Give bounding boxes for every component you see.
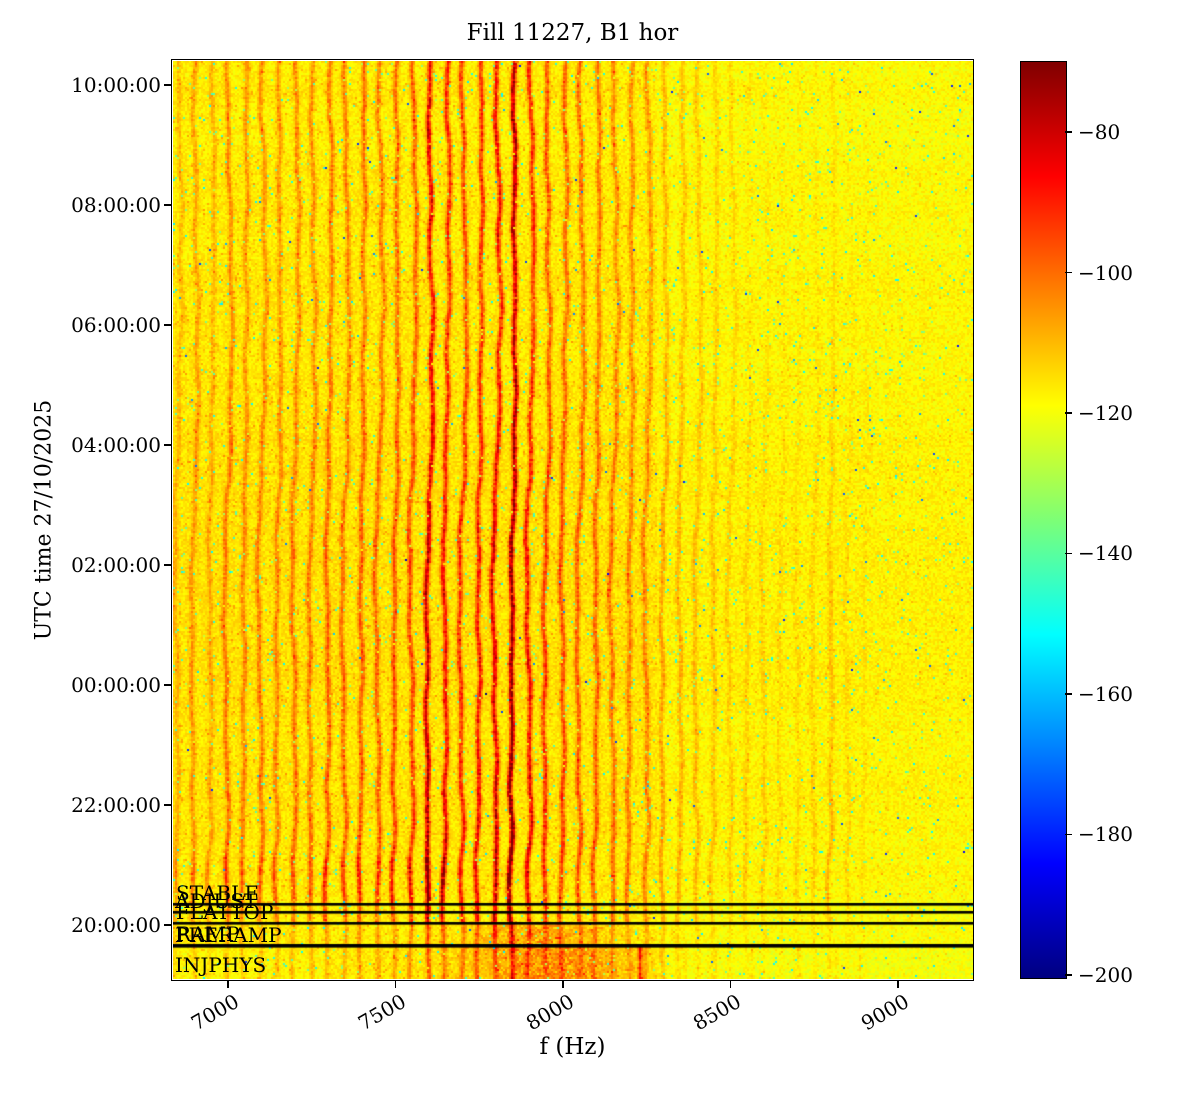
- colorbar-tick-label: −120: [1078, 401, 1133, 426]
- x-tick-mark: [227, 980, 229, 988]
- x-tick-mark: [562, 980, 564, 988]
- x-tick-mark: [897, 980, 899, 988]
- y-tick-label: 22:00:00: [71, 793, 161, 818]
- y-tick-label: 04:00:00: [71, 432, 161, 457]
- beam-mode-label-preramp: PRERAMP: [175, 923, 282, 948]
- spectrogram-canvas: [173, 61, 973, 979]
- colorbar-tick-mark: [1065, 552, 1072, 555]
- beam-mode-label-flattop: FLATTOP: [176, 900, 274, 924]
- y-tick-mark: [164, 684, 172, 686]
- colorbar-tick-mark: [1065, 412, 1072, 414]
- colorbar-tick-label: −200: [1078, 962, 1133, 987]
- colorbar-tick-mark: [1065, 833, 1072, 836]
- y-tick-mark: [164, 444, 172, 446]
- beam-mode-label-adjust: ADJUST: [175, 888, 258, 913]
- y-tick-label: 20:00:00: [71, 913, 161, 938]
- y-tick-label: 06:00:00: [71, 313, 161, 338]
- y-tick-label: 00:00:00: [71, 672, 161, 697]
- y-tick-mark: [164, 924, 172, 926]
- y-tick-mark: [164, 804, 172, 806]
- colorbar-tick-label: −180: [1078, 822, 1133, 847]
- colorbar-tick-mark: [1065, 131, 1072, 133]
- y-tick-mark: [164, 204, 172, 206]
- colorbar-tick-mark: [1065, 693, 1072, 695]
- y-tick-label: 08:00:00: [71, 193, 161, 218]
- colorbar-tick-mark: [1065, 974, 1072, 976]
- colorbar-tick-label: −100: [1078, 260, 1133, 285]
- y-tick-label: 02:00:00: [71, 552, 161, 577]
- colorbar: [1020, 61, 1067, 979]
- beam-mode-label-ramp: RAMP: [176, 921, 240, 946]
- y-tick-label: 10:00:00: [71, 72, 161, 97]
- colorbar-tick-mark: [1065, 271, 1072, 274]
- x-tick-mark: [729, 980, 732, 988]
- y-tick-mark: [164, 84, 172, 86]
- y-tick-mark: [164, 564, 172, 566]
- y-tick-mark: [164, 324, 172, 326]
- colorbar-tick-label: −140: [1078, 541, 1133, 566]
- beam-mode-label-stable: STABLE: [176, 880, 259, 905]
- x-tick-mark: [394, 980, 397, 988]
- chart-title: Fill 11227, B1 hor: [466, 20, 679, 46]
- colorbar-tick-label: −160: [1078, 681, 1133, 706]
- x-axis-label: f (Hz): [539, 1034, 606, 1060]
- beam-mode-label-injphys: INJPHYS: [175, 953, 267, 977]
- colorbar-tick-label: −80: [1078, 119, 1121, 144]
